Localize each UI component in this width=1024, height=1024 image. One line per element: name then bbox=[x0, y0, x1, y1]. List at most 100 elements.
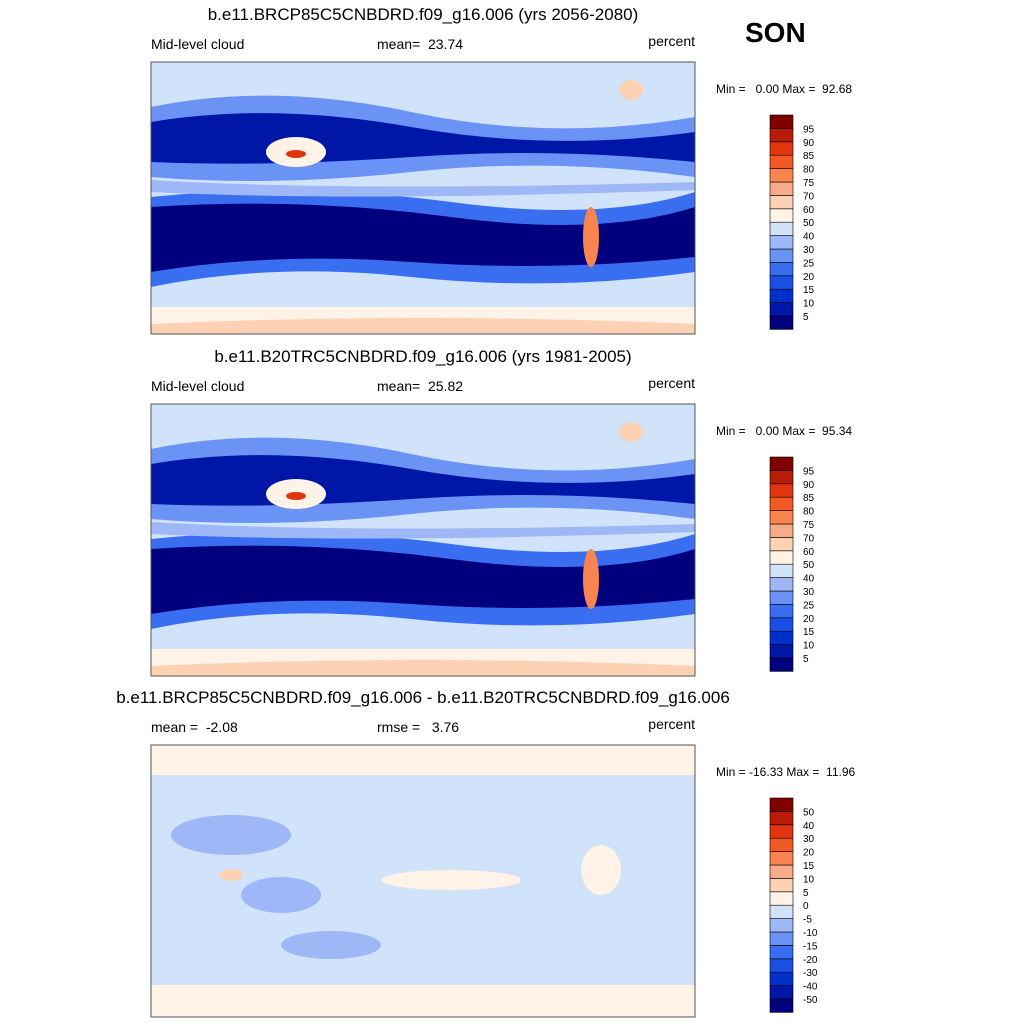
center-label: mean= 23.74 bbox=[377, 36, 463, 52]
colorbar-label: 85 bbox=[803, 493, 815, 504]
season-label: SON bbox=[745, 17, 806, 48]
colorbar-label: 40 bbox=[803, 821, 815, 832]
colorbar-label: 95 bbox=[803, 124, 815, 135]
center-label: rmse = 3.76 bbox=[377, 719, 459, 735]
colorbar-label: 70 bbox=[803, 533, 815, 544]
colorbar-label: 95 bbox=[803, 466, 815, 477]
colorbar-label: 25 bbox=[803, 258, 815, 269]
colorbar-label: 30 bbox=[803, 587, 815, 598]
colorbar-box bbox=[769, 195, 794, 210]
colorbar-box bbox=[769, 824, 794, 839]
colorbar-label: -10 bbox=[803, 928, 818, 939]
colorbar-box bbox=[769, 998, 794, 1013]
colorbar-box bbox=[769, 208, 794, 223]
colorbar-label: 20 bbox=[803, 614, 815, 625]
colorbar-box bbox=[769, 657, 794, 672]
colorbar-label: -5 bbox=[803, 915, 812, 926]
right-label: percent bbox=[648, 33, 695, 49]
colorbar-label: -30 bbox=[803, 968, 818, 979]
colorbar-label: 70 bbox=[803, 191, 815, 202]
left-label: Mid-level cloud bbox=[151, 36, 244, 52]
colorbar-box bbox=[769, 510, 794, 525]
map-frame bbox=[150, 403, 696, 677]
colorbar-box bbox=[769, 302, 794, 317]
colorbar-box bbox=[769, 141, 794, 156]
map bbox=[151, 745, 695, 1017]
colorbar-box bbox=[769, 878, 794, 893]
colorbar-label: 50 bbox=[803, 560, 815, 571]
map bbox=[151, 62, 695, 334]
colorbar-box bbox=[769, 617, 794, 632]
colorbar-box bbox=[769, 644, 794, 659]
colorbar-box bbox=[769, 128, 794, 143]
colorbar-box bbox=[769, 931, 794, 946]
colorbar-label: -15 bbox=[803, 941, 818, 952]
colorbar-label: 40 bbox=[803, 232, 815, 243]
colorbar-box bbox=[769, 483, 794, 498]
colorbar-label: -50 bbox=[803, 995, 818, 1006]
colorbar-label: 90 bbox=[803, 138, 815, 149]
colorbar-box bbox=[769, 221, 794, 236]
colorbar-label: 15 bbox=[803, 627, 815, 638]
colorbar-box bbox=[769, 577, 794, 592]
colorbar-label: 10 bbox=[803, 299, 815, 310]
left-label: Mid-level cloud bbox=[151, 378, 244, 394]
colorbar-label: 15 bbox=[803, 285, 815, 296]
colorbar-label: 30 bbox=[803, 834, 815, 845]
colorbar-label: 20 bbox=[803, 848, 815, 859]
colorbar-box bbox=[769, 496, 794, 511]
colorbar-box bbox=[769, 248, 794, 263]
colorbar-label: 20 bbox=[803, 272, 815, 283]
colorbar-label: 75 bbox=[803, 520, 815, 531]
center-label: mean= 25.82 bbox=[377, 378, 463, 394]
colorbar-label: 30 bbox=[803, 245, 815, 256]
map-frame bbox=[150, 61, 696, 335]
colorbar-box bbox=[769, 851, 794, 866]
colorbar-label: 10 bbox=[803, 641, 815, 652]
colorbar-box bbox=[769, 604, 794, 619]
colorbar-box bbox=[769, 235, 794, 250]
colorbar-label: 80 bbox=[803, 165, 815, 176]
colorbar-box bbox=[769, 114, 794, 129]
colorbar-box bbox=[769, 456, 794, 471]
colorbar-box bbox=[769, 630, 794, 645]
colorbar-label: 25 bbox=[803, 600, 815, 611]
colorbar-box bbox=[769, 262, 794, 277]
min-max: Min = 0.00 Max = 92.68 bbox=[716, 82, 852, 96]
colorbar-box bbox=[769, 154, 794, 169]
colorbar-box bbox=[769, 181, 794, 196]
colorbar-label: 80 bbox=[803, 507, 815, 518]
right-label: percent bbox=[648, 716, 695, 732]
colorbar-box bbox=[769, 470, 794, 485]
colorbar-label: 0 bbox=[803, 901, 809, 912]
colorbar-label: -20 bbox=[803, 955, 818, 966]
map-frame bbox=[150, 744, 696, 1018]
colorbar-box bbox=[769, 315, 794, 330]
colorbar-box bbox=[769, 550, 794, 565]
colorbar-label: 85 bbox=[803, 151, 815, 162]
colorbar-box bbox=[769, 523, 794, 538]
colorbar-label: 60 bbox=[803, 205, 815, 216]
colorbar-label: 5 bbox=[803, 312, 809, 323]
right-label: percent bbox=[648, 375, 695, 391]
colorbar-label: 60 bbox=[803, 547, 815, 558]
colorbar-box bbox=[769, 168, 794, 183]
colorbar-box bbox=[769, 918, 794, 933]
colorbar-box bbox=[769, 811, 794, 826]
colorbar-label: 5 bbox=[803, 654, 809, 665]
colorbar-box bbox=[769, 563, 794, 578]
colorbar-label: 40 bbox=[803, 574, 815, 585]
colorbar-label: 5 bbox=[803, 888, 809, 899]
colorbar-box bbox=[769, 797, 794, 812]
min-max: Min = -16.33 Max = 11.96 bbox=[716, 765, 856, 779]
colorbar-label: 15 bbox=[803, 861, 815, 872]
left-label: mean = -2.08 bbox=[151, 719, 238, 735]
colorbar-label: 50 bbox=[803, 807, 815, 818]
colorbar-box bbox=[769, 945, 794, 960]
colorbar-box bbox=[769, 837, 794, 852]
colorbar-box bbox=[769, 891, 794, 906]
min-max: Min = 0.00 Max = 95.34 bbox=[716, 424, 852, 438]
colorbar-box bbox=[769, 958, 794, 973]
colorbar-label: -40 bbox=[803, 982, 818, 993]
